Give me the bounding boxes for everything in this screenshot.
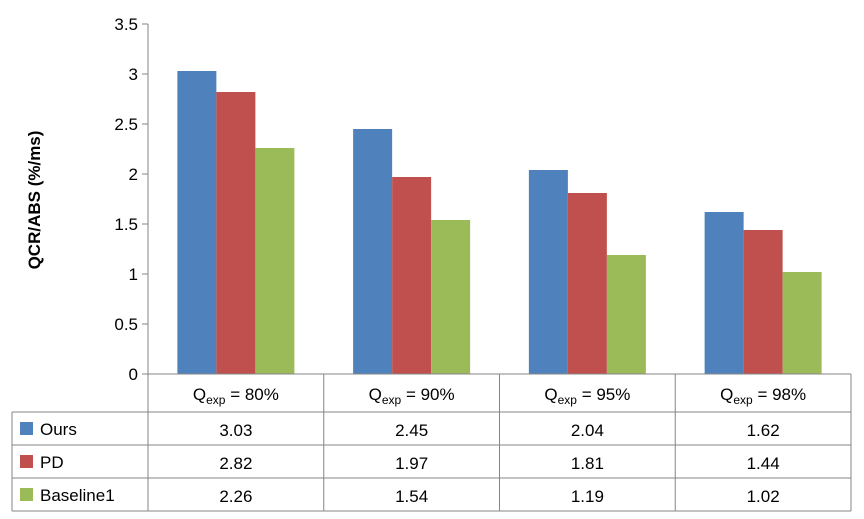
bar-baseline1-1	[255, 148, 295, 374]
y-tick-label: 2	[129, 165, 138, 184]
y-axis-title-group: QCR/ABS (%/ms)	[25, 131, 44, 270]
legend-swatch-ours	[20, 422, 33, 435]
bar-pd-4	[743, 230, 783, 374]
bar-baseline1-2	[431, 220, 471, 374]
data-label-ours: 2.45	[395, 421, 428, 440]
data-label-ours: 2.04	[571, 421, 604, 440]
data-label-ours: 1.62	[747, 421, 780, 440]
data-label-baseline1: 2.26	[219, 487, 252, 506]
bar-ours-4	[704, 212, 744, 374]
category-label: Qexp = 90%	[369, 385, 455, 407]
y-tick-label: 1.5	[114, 215, 138, 234]
data-label-baseline1: 1.54	[395, 487, 428, 506]
legend-label-ours: Ours	[40, 420, 77, 439]
data-label-pd: 1.97	[395, 454, 428, 473]
legend-label-baseline1: Baseline1	[40, 486, 115, 505]
legend-swatch-pd	[20, 455, 33, 468]
y-axis-ticks: 0 0.5 1 1.5 2 2.5 3 3.5	[114, 15, 149, 384]
y-tick-label: 1	[129, 265, 138, 284]
data-label-ours: 3.03	[219, 421, 252, 440]
y-tick-label: 3.5	[114, 15, 138, 34]
bar-baseline1-3	[606, 255, 646, 374]
y-tick-label: 0.5	[114, 315, 138, 334]
data-label-pd: 2.82	[219, 454, 252, 473]
y-axis-title: QCR/ABS (%/ms)	[25, 131, 44, 270]
y-tick-label: 3	[129, 65, 138, 84]
bar-ours-2	[353, 129, 393, 374]
y-tick-label: 0	[129, 365, 138, 384]
data-label-baseline1: 1.02	[747, 487, 780, 506]
legend-label-pd: PD	[40, 453, 64, 472]
bar-pd-1	[216, 92, 256, 374]
legend-swatch-baseline1	[20, 488, 33, 501]
category-label: Qexp = 80%	[193, 385, 279, 407]
bar-baseline1-4	[782, 272, 822, 374]
data-label-baseline1: 1.19	[571, 487, 604, 506]
data-label-pd: 1.44	[747, 454, 780, 473]
bar-pd-3	[567, 193, 607, 374]
category-label: Qexp = 95%	[544, 385, 630, 407]
data-table: Qexp = 80% Qexp = 90% Qexp = 95% Qexp = 98%…	[11, 373, 852, 512]
category-label: Qexp = 98%	[720, 385, 806, 407]
bars	[177, 71, 822, 374]
y-tick-label: 2.5	[114, 115, 138, 134]
data-label-pd: 1.81	[571, 454, 604, 473]
bar-pd-2	[392, 177, 432, 374]
bar-ours-3	[528, 170, 568, 374]
bar-ours-1	[177, 71, 217, 374]
